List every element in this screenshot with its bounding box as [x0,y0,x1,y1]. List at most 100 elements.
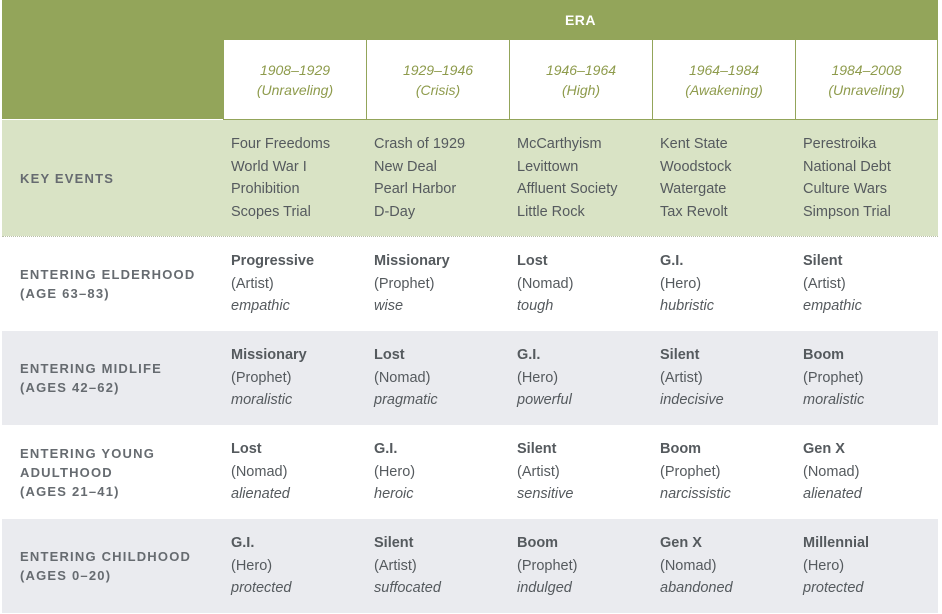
key-event: Woodstock [660,158,732,175]
generation-name: Silent [374,535,414,552]
generation-archetype: (Prophet) [517,557,578,574]
key-event: McCarthyism [517,136,602,152]
generation-trait: moralistic [803,392,865,409]
header-corner [2,0,223,119]
generation-archetype: (Hero) [231,557,273,574]
generation-archetype: (Hero) [517,369,559,386]
generation-trait: alienated [231,486,290,503]
generation-cell: Silent (Artist) empathic [795,237,938,331]
generation-cell: Gen X (Nomad) abandoned [652,519,795,613]
key-event: Little Rock [517,203,585,220]
era-name: (Crisis) [415,81,461,98]
key-event: New Deal [374,158,437,175]
generation-archetype: (Artist) [231,275,274,292]
generation-trait: narcissistic [660,486,731,503]
generation-cell: Boom (Prophet) moralistic [795,331,938,425]
generation-name: Boom [660,441,702,458]
key-event: Crash of 1929 [374,136,466,152]
generation-name: Lost [231,441,262,458]
generation-cell: G.I. (Hero) hubristic [652,237,795,331]
key-events-cell: Four Freedoms World War I Prohibition Scope… [223,120,366,236]
era-column-header: 1929–1946 (Crisis) [366,40,509,120]
key-events-label: KEY EVENTS [2,120,223,236]
generation-cell: G.I. (Hero) heroic [366,425,509,519]
generation-cell: G.I. (Hero) protected [223,519,366,613]
generation-archetype: (Nomad) [374,369,431,386]
generation-name: Gen X [803,441,845,458]
era-column-header: 1946–1964 (High) [509,40,652,120]
era-header: ERA [223,0,938,40]
generation-name: Missionary [374,253,450,270]
generation-archetype: (Nomad) [660,557,717,574]
generation-trait: empathic [803,298,862,315]
generation-archetype: (Artist) [374,557,417,574]
era-column-header: 1908–1929 (Unraveling) [223,40,366,120]
row-label-line: (AGE 63–83) [20,286,110,301]
generation-archetype: (Prophet) [660,463,721,480]
generation-trait: empathic [231,298,290,315]
generation-archetype: (Artist) [660,369,703,386]
generation-cell: Silent (Artist) suffocated [366,519,509,613]
table-grid: ERA 1908–1929 (Unraveling) 1929–1946 (Cr… [2,0,938,120]
era-name: (Unraveling) [828,81,905,98]
generation-name: Boom [517,535,559,552]
generation-name: Silent [660,347,700,364]
generation-name: Progressive [231,253,315,270]
generation-name: Silent [803,253,843,270]
generation-cell: Boom (Prophet) indulged [509,519,652,613]
generation-cell: Lost (Nomad) pragmatic [366,331,509,425]
key-event: Four Freedoms [231,136,331,152]
generation-name: G.I. [231,535,255,552]
generation-name: G.I. [660,253,684,270]
generation-trait: protected [803,580,864,597]
generation-trait: moralistic [231,392,293,409]
generation-archetype: (Hero) [374,463,416,480]
generation-trait: hubristic [660,298,714,315]
key-event: D-Day [374,203,416,220]
generation-trait: powerful [517,392,572,409]
key-event: National Debt [803,158,891,175]
generation-archetype: (Hero) [803,557,845,574]
row-label: ENTERING CHILDHOOD (AGES 0–20) [2,519,223,613]
generation-archetype: (Artist) [517,463,560,480]
generation-row: ENTERING YOUNG ADULTHOOD (AGES 21–41) Lost (… [2,425,938,519]
generation-name: G.I. [374,441,398,458]
key-event: Pearl Harbor [374,181,457,197]
key-events-cell: McCarthyism Levittown Affluent Society Litt… [509,120,652,236]
row-label-line: ADULTHOOD [20,464,113,480]
era-name: (Awakening) [685,81,763,98]
generation-rows: ENTERING ELDERHOOD (AGE 63–83) Progressive… [2,236,938,613]
key-event: Scopes Trial [231,203,311,220]
key-event: Levittown [517,158,579,175]
generation-trait: indulged [517,580,572,597]
generation-cell: Lost (Nomad) tough [509,237,652,331]
key-events-row: KEY EVENTS Four Freedoms World War I Prohi… [2,120,938,236]
generation-archetype: (Nomad) [517,275,574,292]
row-label-line: (AGES 42–62) [20,380,120,395]
generation-trait: wise [374,298,404,315]
row-label-line: (AGES 21–41) [20,483,120,499]
generation-trait: indecisive [660,392,724,409]
row-label-line: (AGES 0–20) [20,568,112,583]
generation-row: ENTERING MIDLIFE (AGES 42–62) Missionary (P… [2,331,938,425]
generation-name: Millennial [803,535,870,552]
key-event: Simpson Trial [803,203,891,220]
era-name: (Unraveling) [256,81,334,98]
generation-archetype: (Nomad) [231,463,288,480]
generation-cell: Progressive (Artist) empathic [223,237,366,331]
key-event: Tax Revolt [660,203,728,220]
key-event: Kent State [660,136,728,152]
row-label-line: ENTERING ELDERHOOD [20,267,196,282]
generation-archetype: (Artist) [803,275,846,292]
generation-archetype: (Prophet) [374,275,435,292]
generation-archetype: (Prophet) [803,369,864,386]
key-events-cell: Perestroika National Debt Culture Wars Simp… [795,120,938,236]
generation-name: Lost [374,347,405,364]
generation-cell: Millennial (Hero) protected [795,519,938,613]
generation-archetype: (Hero) [660,275,702,292]
generation-trait: heroic [374,486,414,503]
generation-row: ENTERING ELDERHOOD (AGE 63–83) Progressive… [2,236,938,331]
generation-trait: pragmatic [374,392,438,409]
generation-trait: protected [231,580,292,597]
